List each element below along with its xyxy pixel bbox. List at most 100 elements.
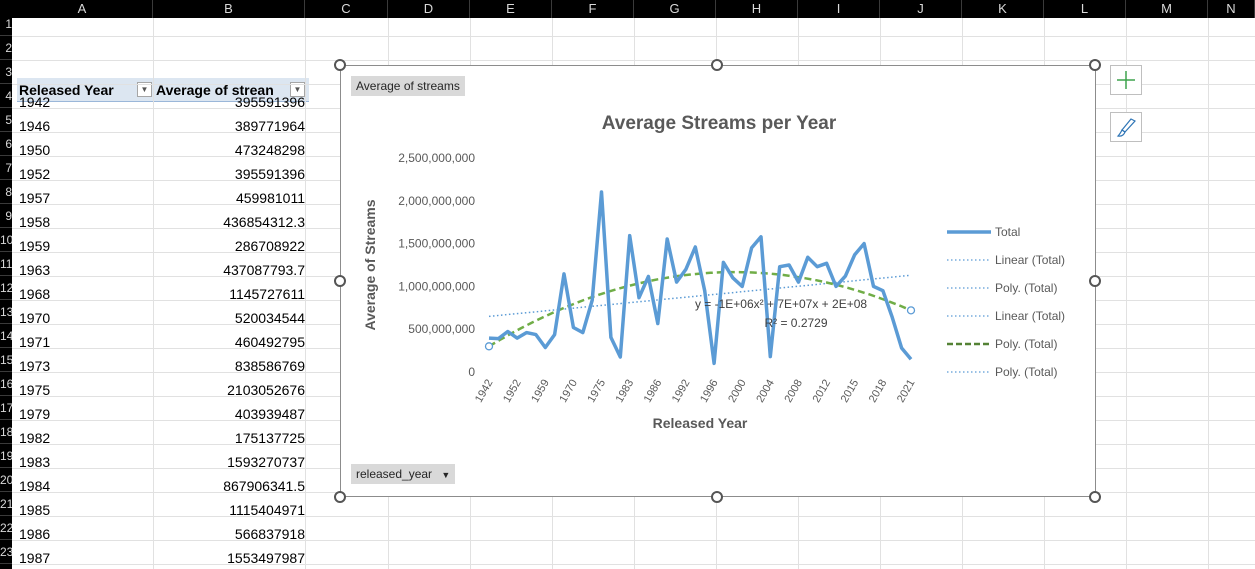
column-header-m[interactable]: M [1126, 0, 1208, 18]
pivot-row-average[interactable]: 867906341.5 [223, 478, 305, 494]
pivot-row-year[interactable]: 1942 [19, 94, 51, 110]
filter-dropdown-icon[interactable]: ▼ [137, 82, 152, 97]
pivot-row-average[interactable]: 436854312.3 [223, 214, 305, 230]
row-header-1[interactable]: 1 [0, 12, 12, 36]
row-header-21[interactable]: 21 [0, 492, 12, 516]
pivot-row-year[interactable]: 1946 [19, 118, 51, 134]
chart-resize-handle[interactable] [711, 59, 723, 71]
y-tick-label: 2,500,000,000 [398, 151, 475, 165]
row-header-2[interactable]: 2 [0, 36, 12, 60]
column-header-i[interactable]: I [798, 0, 880, 18]
pivot-row-year[interactable]: 1952 [19, 166, 51, 182]
row-header-12[interactable]: 12 [0, 276, 12, 300]
row-header-22[interactable]: 22 [0, 516, 12, 540]
pivot-row-average[interactable]: 395591396 [234, 94, 305, 110]
pivot-row-average[interactable]: 460492795 [234, 334, 305, 350]
pivot-header-average[interactable]: Average of strean ▼ [154, 78, 309, 102]
axis-field-button[interactable]: released_year ▼ [351, 464, 456, 484]
row-header-13[interactable]: 13 [0, 300, 12, 324]
row-header-8[interactable]: 8 [0, 180, 12, 204]
pivot-row-year[interactable]: 1971 [19, 334, 51, 350]
pivot-row-average[interactable]: 566837918 [234, 526, 305, 542]
column-header-h[interactable]: H [716, 0, 798, 18]
row-header-16[interactable]: 16 [0, 372, 12, 396]
pivot-header-released-year[interactable]: Released Year ▼ [17, 78, 154, 102]
pivot-row-year[interactable]: 1959 [19, 238, 51, 254]
pivot-row-year[interactable]: 1950 [19, 142, 51, 158]
row-header-15[interactable]: 15 [0, 348, 12, 372]
row-header-10[interactable]: 10 [0, 228, 12, 252]
pivot-row-year[interactable]: 1982 [19, 430, 51, 446]
column-header-e[interactable]: E [470, 0, 552, 18]
pivot-row-average[interactable]: 2103052676 [227, 382, 305, 398]
row-header-9[interactable]: 9 [0, 204, 12, 228]
pivot-row-average[interactable]: 1115404971 [229, 502, 305, 518]
row-header-18[interactable]: 18 [0, 420, 12, 444]
row-header-5[interactable]: 5 [0, 108, 12, 132]
pivot-row-average[interactable]: 459981011 [235, 190, 305, 206]
chart-resize-handle[interactable] [1089, 491, 1101, 503]
chart-styles-button[interactable] [1110, 112, 1142, 142]
pivot-row-average[interactable]: 437087793.7 [223, 262, 305, 278]
pivot-row-average[interactable]: 389771964 [234, 118, 305, 134]
pivot-row-average[interactable]: 1145727611 [229, 286, 305, 302]
pivot-row-average[interactable]: 520034544 [234, 310, 305, 326]
values-field-button[interactable]: Average of streams [351, 76, 465, 96]
pivot-row-year[interactable]: 1983 [19, 454, 51, 470]
chart-resize-handle[interactable] [711, 491, 723, 503]
column-header-g[interactable]: G [634, 0, 716, 18]
pivot-row-year[interactable]: 1987 [19, 550, 51, 566]
pivot-row-average[interactable]: 1593270737 [227, 454, 305, 470]
pivot-row-average[interactable]: 403939487 [234, 406, 305, 422]
row-header-3[interactable]: 3 [0, 60, 12, 84]
chart-title[interactable]: Average Streams per Year [601, 113, 837, 134]
column-header-j[interactable]: J [880, 0, 962, 18]
column-header-n[interactable]: N [1208, 0, 1255, 18]
pivot-row-year[interactable]: 1979 [19, 406, 51, 422]
row-header-14[interactable]: 14 [0, 324, 12, 348]
pivot-row-year[interactable]: 1970 [19, 310, 51, 326]
column-header-f[interactable]: F [552, 0, 634, 18]
pivot-row-year[interactable]: 1985 [19, 502, 51, 518]
row-header-19[interactable]: 19 [0, 444, 12, 468]
row-header-23[interactable]: 23 [0, 540, 12, 564]
pivot-row-average[interactable]: 395591396 [234, 166, 305, 182]
chart-resize-handle[interactable] [334, 491, 346, 503]
pivot-row-average[interactable]: 175137725 [234, 430, 305, 446]
pivot-row-average[interactable]: 838586769 [234, 358, 305, 374]
chart-resize-handle[interactable] [334, 275, 346, 287]
pivot-row-year[interactable]: 1973 [19, 358, 51, 374]
column-header-a[interactable]: A [12, 0, 153, 18]
pivot-row-year[interactable]: 1957 [19, 190, 51, 206]
row-header-20[interactable]: 20 [0, 468, 12, 492]
filter-dropdown-icon[interactable]: ▼ [290, 82, 305, 97]
pivot-row-average[interactable]: 473248298 [234, 142, 305, 158]
chart-elements-button[interactable] [1110, 65, 1142, 95]
row-header-11[interactable]: 11 [0, 252, 12, 276]
column-header-c[interactable]: C [305, 0, 388, 18]
pivot-row-average[interactable]: 286708922 [234, 238, 305, 254]
pivot-chart[interactable]: Average of streams Average Streams per Y… [340, 65, 1096, 497]
chart-resize-handle[interactable] [334, 59, 346, 71]
pivot-row-year[interactable]: 1958 [19, 214, 51, 230]
row-header-4[interactable]: 4 [0, 84, 12, 108]
pivot-row-year[interactable]: 1968 [19, 286, 51, 302]
row-header-7[interactable]: 7 [0, 156, 12, 180]
chart-resize-handle[interactable] [1089, 275, 1101, 287]
chart-plot-svg[interactable]: 0 500,000,000 1,000,000,000 1,500,000,000 2,… [341, 66, 1097, 498]
column-header-k[interactable]: K [962, 0, 1044, 18]
pivot-row-year[interactable]: 1986 [19, 526, 51, 542]
chart-resize-handle[interactable] [1089, 59, 1101, 71]
column-header-d[interactable]: D [388, 0, 470, 18]
pivot-row-year[interactable]: 1984 [19, 478, 51, 494]
row-header-17[interactable]: 17 [0, 396, 12, 420]
legend-label: Poly. (Total) [995, 337, 1057, 351]
pivot-row-average[interactable]: 1553497987 [227, 550, 305, 566]
pivot-row-year[interactable]: 1963 [19, 262, 51, 278]
grid-column-line [153, 18, 154, 569]
column-header-b[interactable]: B [153, 0, 305, 18]
pivot-row-year[interactable]: 1975 [19, 382, 51, 398]
column-header-l[interactable]: L [1044, 0, 1126, 18]
trendline-handle-start [484, 342, 494, 351]
row-header-6[interactable]: 6 [0, 132, 12, 156]
